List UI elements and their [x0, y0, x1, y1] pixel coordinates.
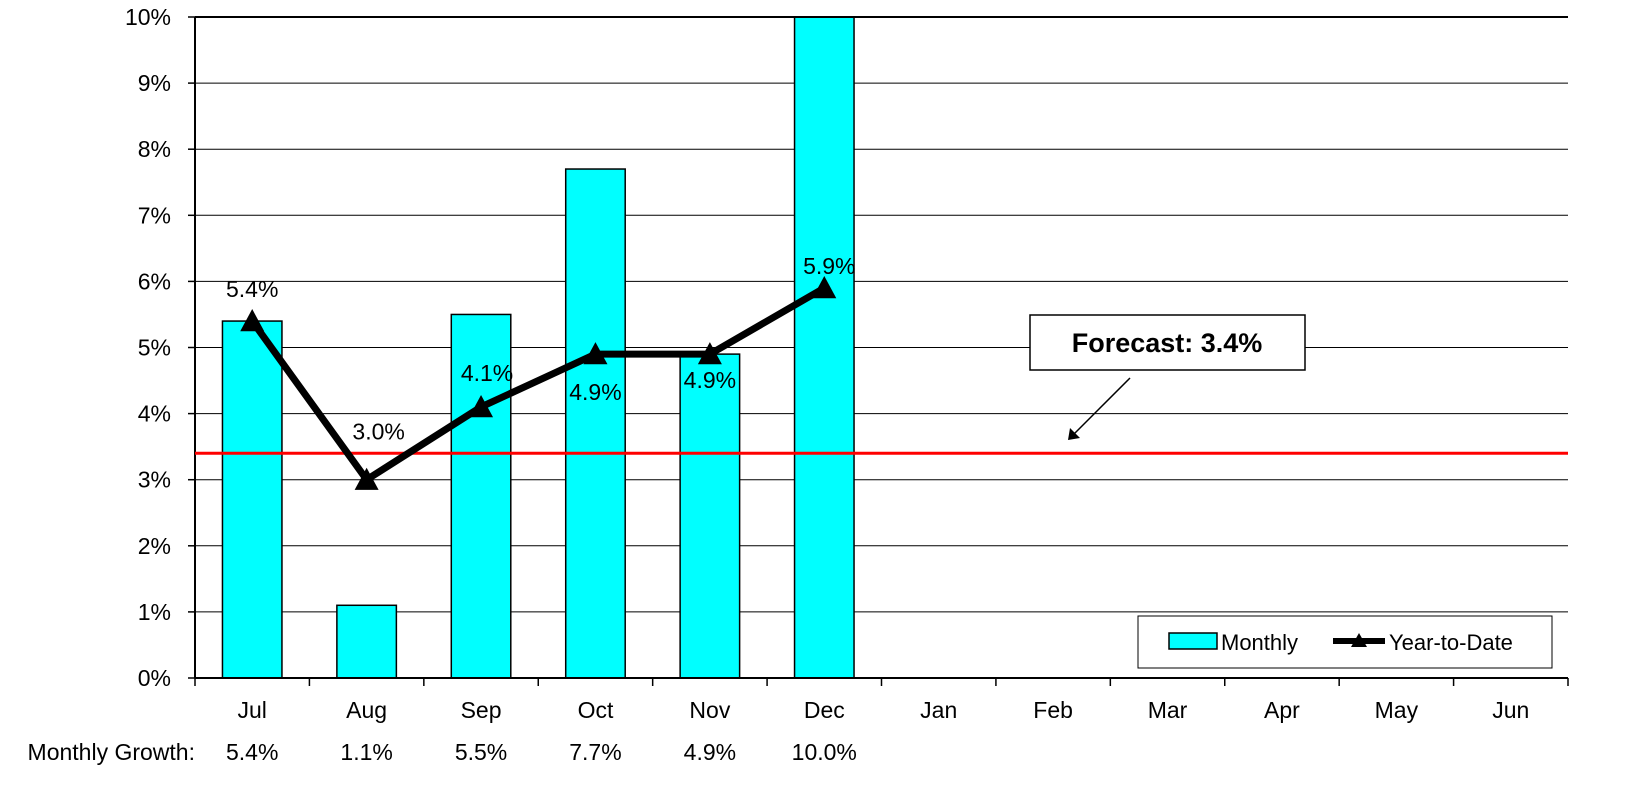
ytd-marker [469, 394, 494, 418]
x-tick-label: Jan [920, 697, 957, 723]
ytd-data-label: 3.0% [352, 419, 404, 445]
monthly-bar [336, 604, 398, 679]
ytd-line [240, 276, 837, 490]
monthly-growth-value: 5.5% [455, 739, 507, 765]
ytd-marker [240, 309, 265, 332]
x-tick-label: Oct [578, 697, 614, 723]
legend-monthly-label: Monthly [1221, 630, 1298, 655]
y-tick-label: 7% [138, 202, 171, 228]
legend: Monthly Year-to-Date [1137, 615, 1553, 669]
ytd-data-label: 4.1% [461, 360, 513, 386]
ytd-marker [583, 342, 608, 365]
monthly-growth-label: Monthly Growth: [28, 739, 195, 765]
x-tick-label: Nov [689, 697, 730, 723]
monthly-growth-value: 5.4% [226, 739, 278, 765]
monthly-bar [564, 168, 626, 679]
point-labels: 5.4% 3.0% 4.1% 4.9% 4.9% 5.9% [226, 253, 856, 445]
x-tick-label: Aug [346, 697, 387, 723]
forecast-arrow [1071, 377, 1131, 437]
x-tick-label: Sep [461, 697, 502, 723]
monthly-growth-value: 10.0% [792, 739, 857, 765]
monthly-growth-value: 1.1% [340, 739, 392, 765]
monthly-growth-value: 4.9% [684, 739, 736, 765]
x-tick-label: Mar [1148, 697, 1188, 723]
y-tick-label: 5% [138, 335, 171, 361]
ytd-series-line [249, 284, 827, 485]
forecast-box [1029, 314, 1306, 371]
ytd-data-label: 4.9% [684, 367, 736, 393]
x-tick-label: Jul [238, 697, 267, 723]
y-tick-label: 0% [138, 665, 171, 691]
legend-ytd-marker [1351, 633, 1367, 647]
monthly-bar [221, 320, 283, 679]
x-tick-label: Jun [1492, 697, 1529, 723]
y-tick-label: 6% [138, 268, 171, 294]
y-tick-label: 1% [138, 599, 171, 625]
ytd-marker [697, 342, 722, 365]
forecast-annotation: Forecast: 3.4% [1029, 314, 1306, 440]
y-tick-label: 10% [125, 4, 171, 30]
x-tick-label: Apr [1264, 697, 1300, 723]
x-tick-label: Feb [1033, 697, 1073, 723]
x-tick-label: Dec [804, 697, 845, 723]
ytd-data-label: 5.9% [803, 253, 855, 279]
legend-monthly-swatch [1168, 632, 1218, 650]
y-tick-label: 4% [138, 401, 171, 427]
y-tick-label: 8% [138, 136, 171, 162]
ytd-data-label: 5.4% [226, 276, 278, 302]
ytd-marker [812, 276, 837, 299]
monthly-bar [793, 16, 855, 679]
x-tick-label: May [1375, 697, 1419, 723]
forecast-text: Forecast: 3.4% [1072, 328, 1263, 358]
monthly-bar [450, 313, 512, 679]
axes: 0% 1% 2% 3% 4% 5% 6% 7% 8% 9% 10% Jul Aug Sep Oct Nov De… [125, 4, 1569, 723]
monthly-growth-row: Monthly Growth: 5.4% 1.1% 5.5% 7.7% 4.9% 10.0… [28, 739, 857, 765]
monthly-bar [679, 353, 741, 679]
legend-ytd-label: Year-to-Date [1389, 630, 1513, 655]
y-tick-label: 2% [138, 533, 171, 559]
ytd-marker [354, 467, 379, 490]
y-tick-label: 9% [138, 70, 171, 96]
monthly-growth-value: 7.7% [569, 739, 621, 765]
forecast-arrowhead [1068, 428, 1080, 440]
y-tick-label: 3% [138, 467, 171, 493]
ytd-data-label: 4.9% [569, 379, 621, 405]
